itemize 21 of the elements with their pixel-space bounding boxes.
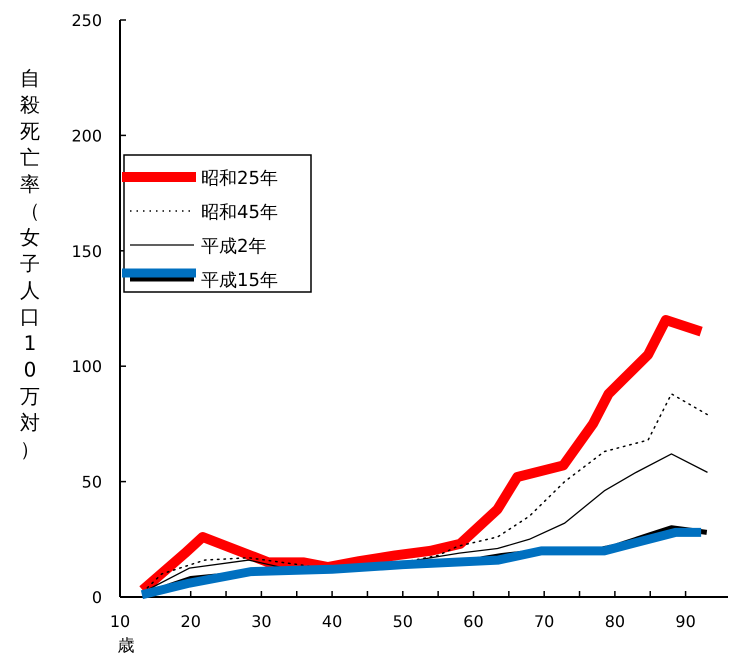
x-tick-label: 80	[604, 612, 626, 631]
x-tick-label: 50	[392, 612, 413, 631]
x-tick-label: 60	[463, 612, 484, 631]
y-tick-label: 50	[82, 472, 102, 492]
x-tick-label: 10	[110, 612, 130, 631]
y-tick-label: 0	[92, 588, 102, 607]
y-tick-label: 250	[71, 11, 102, 30]
x-tick-label: 90	[675, 612, 696, 631]
legend-label: 昭和45年	[201, 202, 278, 223]
x-axis-title: 歳	[118, 636, 134, 656]
y-tick-label: 200	[71, 126, 102, 146]
x-tick-label: 20	[180, 612, 201, 631]
legend-label: 昭和25年	[201, 168, 278, 189]
x-tick-label: 70	[534, 612, 554, 631]
legend-label: 平成15年	[201, 270, 278, 291]
y-tick-label: 150	[71, 242, 102, 261]
y-tick-label: 100	[71, 357, 102, 376]
legend-label: 平成2年	[201, 236, 266, 257]
text: 自殺死亡率（女子人口10万対）	[20, 66, 40, 461]
x-tick-label: 30	[251, 612, 272, 631]
x-tick-label: 40	[322, 612, 342, 631]
